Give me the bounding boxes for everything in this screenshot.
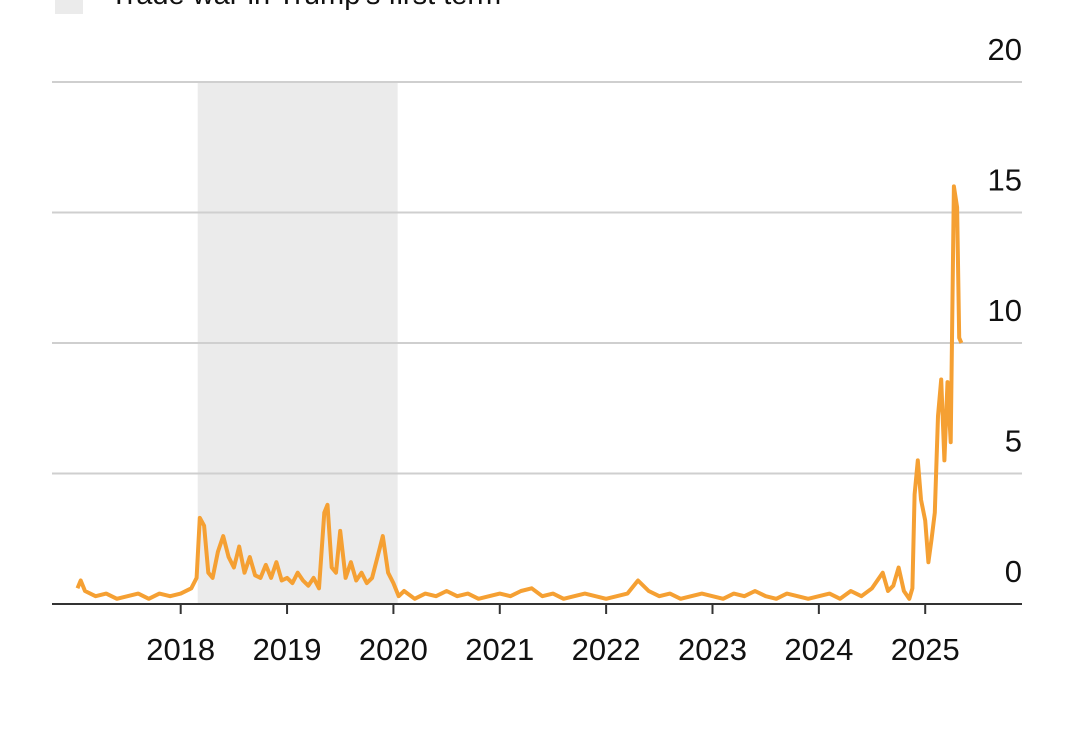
y-tick-label: 5 — [1005, 424, 1022, 459]
y-tick-label: 10 — [988, 293, 1022, 328]
y-tick-label: 20 — [988, 32, 1022, 67]
x-tick-label: 2022 — [572, 632, 641, 667]
x-tick-label: 2024 — [784, 632, 853, 667]
x-tick-label: 2023 — [678, 632, 747, 667]
x-tick-label: 2019 — [253, 632, 322, 667]
line — [75, 184, 964, 601]
y-tick-label: 0 — [1005, 554, 1022, 589]
y-tick-label: 15 — [988, 163, 1022, 198]
x-tick-label: 2025 — [891, 632, 960, 667]
legend-swatch — [55, 0, 83, 14]
x-tick-label: 2021 — [465, 632, 534, 667]
x-tick-label: 2020 — [359, 632, 428, 667]
x-tick-label: 2018 — [146, 632, 215, 667]
legend-label: Trade war in Trump's first term — [110, 0, 501, 11]
